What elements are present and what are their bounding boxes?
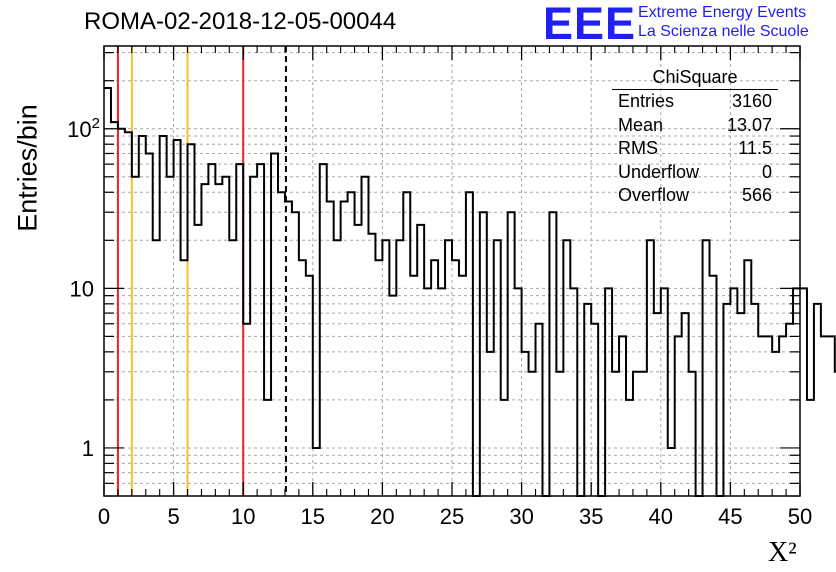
- stats-value: 11.5: [738, 138, 772, 158]
- x-tick-label: 20: [370, 504, 394, 529]
- stats-title: ChiSquare: [612, 67, 778, 90]
- stats-row: Overflow 566: [612, 184, 778, 208]
- x-tick-label: 10: [231, 504, 255, 529]
- x-tick-label: 0: [98, 504, 110, 529]
- x-tick-label: 25: [440, 504, 464, 529]
- stats-row: RMS 11.5: [612, 137, 778, 161]
- y-axis-label-box: Entries/bin: [8, 104, 48, 232]
- stats-value: 3160: [731, 91, 772, 111]
- x-tick-label: 35: [579, 504, 603, 529]
- x-axis-label: X²: [768, 537, 797, 568]
- stats-label: Entries: [618, 91, 675, 111]
- y-tick-label: 102: [67, 115, 100, 142]
- x-tick-label: 30: [509, 504, 533, 529]
- x-tick-label: 5: [167, 504, 179, 529]
- stats-value: 566: [741, 185, 772, 205]
- x-tick-label: 50: [788, 504, 812, 529]
- stats-label: Overflow: [618, 185, 690, 205]
- stats-label: Underflow: [618, 161, 700, 182]
- logo-subtitle-line2: La Scienza nelle Scuole: [638, 23, 809, 40]
- stats-row: Underflow 0: [612, 161, 778, 185]
- y-axis-label: Entries/bin: [12, 104, 43, 232]
- x-tick-label: 15: [301, 504, 325, 529]
- stats-value: 13.07: [726, 114, 772, 135]
- x-tick-label: 45: [718, 504, 742, 529]
- y-tick-label: 1: [82, 436, 94, 461]
- y-tick-label: 10: [70, 276, 94, 301]
- stats-row: Entries 3160: [612, 90, 778, 114]
- stats-label: Mean: [618, 114, 664, 135]
- stats-value: 0: [761, 161, 772, 182]
- x-tick-label: 40: [649, 504, 673, 529]
- eee-logo: EEE: [543, 0, 637, 49]
- stats-label: RMS: [618, 138, 658, 158]
- stats-row: Mean 13.07: [612, 114, 778, 138]
- stats-box: ChiSquare Entries 3160 Mean 13.07 RMS 11.5 …: [612, 67, 778, 208]
- logo-subtitle-line1: Extreme Energy Events: [638, 4, 807, 21]
- histogram-outline: [104, 87, 836, 497]
- chart-title: ROMA-02-2018-12-05-00044: [84, 8, 397, 35]
